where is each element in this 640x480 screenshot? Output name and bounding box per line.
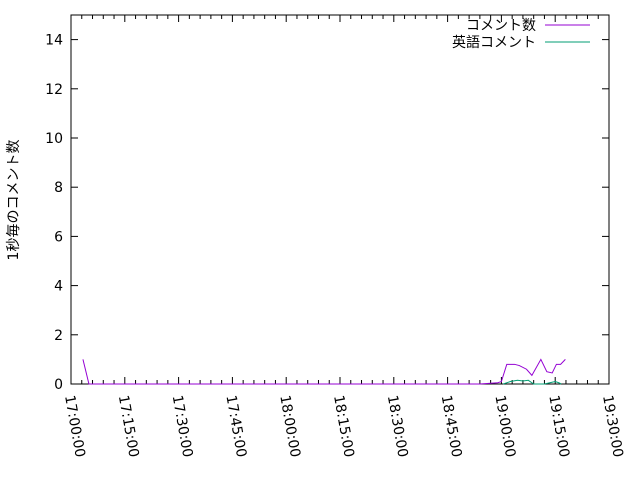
plot-frame (70, 14, 610, 385)
x-tick-label: 17:15:00 (115, 394, 142, 459)
y-tick-label: 10 (45, 131, 63, 147)
y-tick-label: 6 (54, 229, 63, 245)
legend-label: 英語コメント (452, 34, 536, 51)
x-tick-label: 18:30:00 (384, 394, 411, 459)
x-tick-label: 19:15:00 (545, 394, 572, 459)
x-tick-label: 17:45:00 (222, 394, 249, 459)
x-tick-label: 19:30:00 (599, 394, 626, 459)
y-tick-label: 12 (45, 82, 63, 98)
x-tick-label: 17:00:00 (61, 394, 88, 459)
x-tick-label: 19:00:00 (491, 394, 518, 459)
x-tick-label: 18:00:00 (276, 394, 303, 459)
y-tick-label: 4 (54, 279, 63, 295)
x-tick-label: 18:15:00 (330, 394, 357, 459)
axes: 0 2 4 6 8 10 12 14 17:00:00 17:15:00 17:30:00 17:45… (45, 14, 626, 459)
y-tick-label: 2 (54, 328, 63, 344)
series-line-2 (503, 379, 562, 385)
x-tick-label: 18:45:00 (438, 394, 465, 459)
series-line-1 (82, 358, 566, 385)
y-tick-label: 0 (54, 377, 63, 393)
legend-label: コメント数 (466, 18, 536, 34)
x-tick-label: 17:30:00 (169, 394, 196, 459)
y-axis-label: 1秒毎のコメント数 (6, 140, 22, 261)
y-tick-label: 14 (45, 33, 63, 49)
series-lines (82, 358, 566, 385)
y-tick-label: 8 (54, 180, 63, 196)
